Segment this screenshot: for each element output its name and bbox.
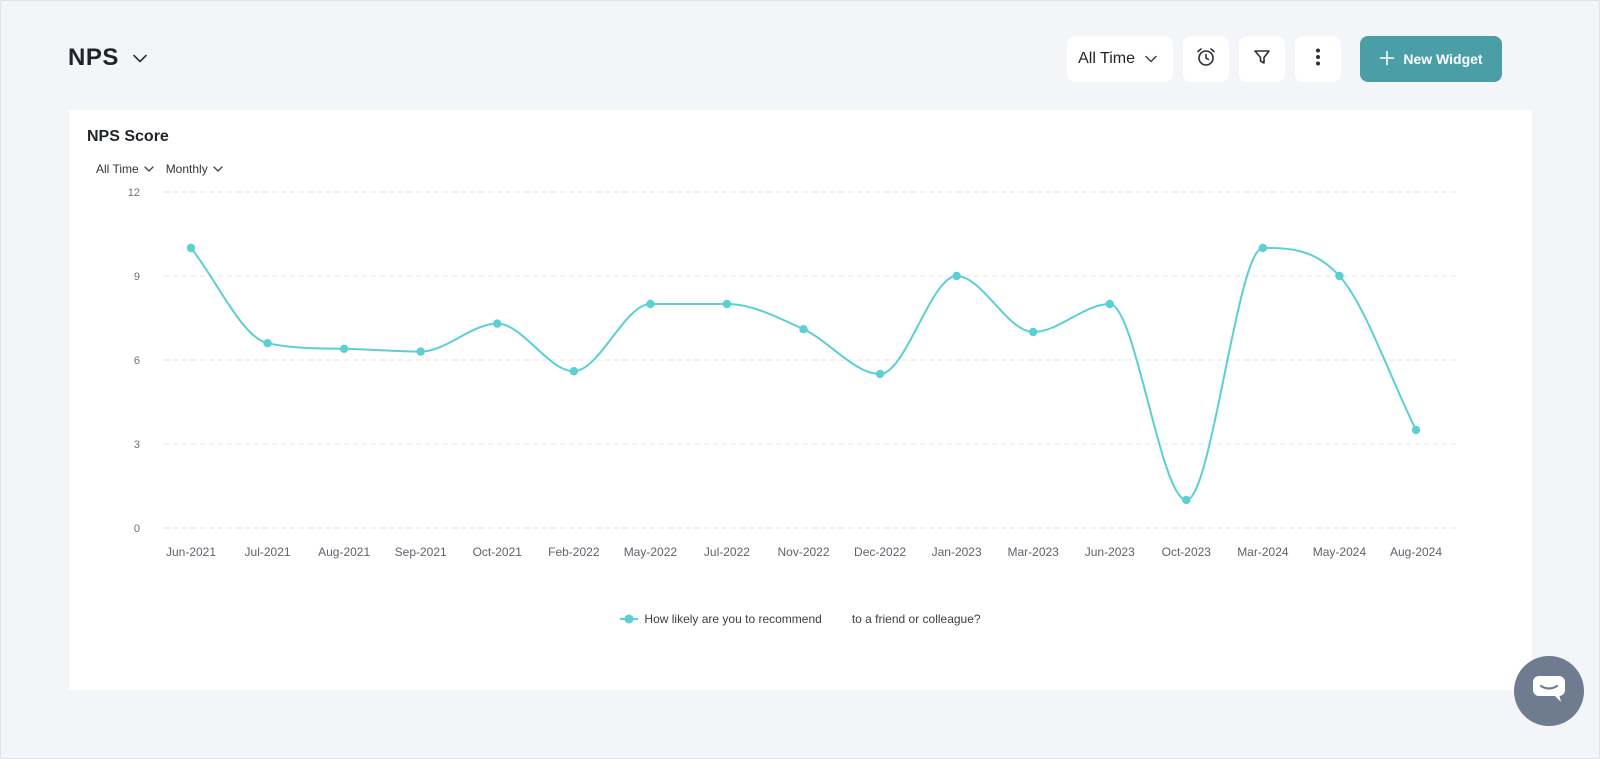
y-tick-label: 12 xyxy=(128,187,140,199)
legend-label: How likely are you to recommend to a fri… xyxy=(644,612,981,626)
x-tick-label: Oct-2023 xyxy=(1162,545,1212,559)
data-point xyxy=(1258,243,1268,253)
x-tick-label: Oct-2021 xyxy=(473,545,523,559)
time-range-select[interactable]: All Time xyxy=(1067,36,1173,82)
x-tick-label: May-2024 xyxy=(1313,545,1367,559)
x-tick-label: Jul-2022 xyxy=(704,545,750,559)
data-point xyxy=(416,347,425,356)
data-point xyxy=(722,299,732,309)
chevron-down-icon xyxy=(1145,55,1157,63)
x-tick-label: Mar-2024 xyxy=(1237,545,1289,559)
nps-score-widget: NPS Score All Time Monthly 0 3 6 9 12 Jun-202… xyxy=(69,110,1532,690)
x-tick-label: Jun-2021 xyxy=(166,545,216,559)
data-point xyxy=(1411,425,1421,435)
data-point xyxy=(1182,495,1191,505)
data-point xyxy=(799,325,808,334)
y-tick-label: 0 xyxy=(134,523,140,535)
data-point xyxy=(1105,299,1114,309)
data-point xyxy=(569,367,579,376)
data-point xyxy=(875,369,885,379)
toolbar: All Time xyxy=(1067,36,1502,82)
widget-interval-select[interactable]: Monthly xyxy=(166,162,223,176)
data-point xyxy=(952,271,961,281)
widget-filters: All Time Monthly xyxy=(96,162,223,176)
y-tick-label: 6 xyxy=(134,355,140,367)
data-point xyxy=(1028,327,1038,337)
alarm-clock-icon xyxy=(1195,46,1217,73)
chat-bubble-icon xyxy=(1531,674,1567,709)
new-widget-label: New Widget xyxy=(1403,51,1483,67)
x-tick-label: Mar-2023 xyxy=(1008,545,1060,559)
filter-button[interactable] xyxy=(1239,36,1285,82)
widget-title: NPS Score xyxy=(87,128,169,145)
chart-legend: How likely are you to recommend to a fri… xyxy=(69,612,1532,626)
data-point xyxy=(339,344,349,353)
plus-icon xyxy=(1379,50,1395,69)
x-tick-label: Jan-2023 xyxy=(932,545,982,559)
x-tick-label: Aug-2024 xyxy=(1390,545,1442,559)
page-title: NPS xyxy=(68,44,119,71)
widget-interval-value: Monthly xyxy=(165,162,208,176)
legend-item[interactable]: How likely are you to recommend to a fri… xyxy=(620,612,981,626)
x-tick-label: Sep-2021 xyxy=(395,545,447,559)
nps-line-chart: 0 3 6 9 12 Jun-2021 Jul-2021 Aug-2021 Sep-2021 Oc… xyxy=(128,187,1456,559)
filter-icon xyxy=(1252,47,1272,72)
x-tick-label: Jul-2021 xyxy=(245,545,291,559)
x-tick-label: Nov-2022 xyxy=(777,545,829,559)
widget-range-select[interactable]: All Time xyxy=(96,162,154,176)
series-line xyxy=(190,246,1417,502)
data-point xyxy=(1335,271,1344,281)
y-tick-label: 9 xyxy=(134,271,140,283)
chevron-down-icon xyxy=(213,166,223,172)
data-point xyxy=(646,299,655,309)
x-tick-label: Aug-2021 xyxy=(318,545,370,559)
x-tick-label: Feb-2022 xyxy=(548,545,600,559)
chat-button[interactable] xyxy=(1514,656,1584,726)
time-range-value: All Time xyxy=(1078,50,1135,67)
legend-marker xyxy=(620,614,639,624)
data-point xyxy=(493,319,502,328)
chevron-down-icon xyxy=(144,166,154,172)
alarm-button[interactable] xyxy=(1183,36,1229,82)
y-tick-label: 3 xyxy=(134,439,140,451)
dashboard-selector[interactable]: NPS xyxy=(68,40,147,76)
x-tick-label: Dec-2022 xyxy=(854,545,906,559)
x-tick-label: Jun-2023 xyxy=(1085,545,1135,559)
chevron-down-icon xyxy=(133,54,147,63)
data-point xyxy=(186,243,196,253)
widget-range-value: All Time xyxy=(96,162,139,176)
more-options-button[interactable] xyxy=(1295,36,1341,82)
more-vertical-icon xyxy=(1315,47,1321,72)
data-point xyxy=(263,339,272,348)
x-tick-label: May-2022 xyxy=(624,545,678,559)
new-widget-button[interactable]: New Widget xyxy=(1360,36,1502,82)
